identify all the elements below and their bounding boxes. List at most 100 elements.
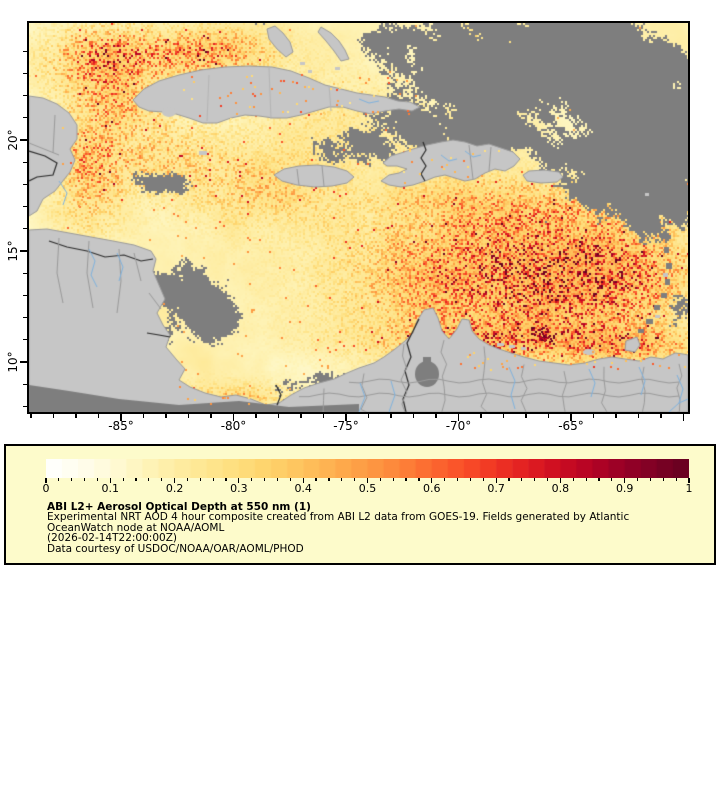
colorbar-tick	[495, 478, 497, 483]
y-tick	[23, 294, 27, 297]
y-tick	[23, 94, 27, 97]
colorbar-tick	[392, 478, 394, 481]
colorbar-tick-label: 0.4	[294, 482, 312, 495]
x-tick	[142, 414, 145, 418]
colorbar-tick	[559, 478, 561, 483]
colorbar-tick	[289, 478, 291, 481]
colorbar-tick-label: 0.2	[165, 482, 184, 495]
legend-title: ABI L2+ Aerosol Optical Depth at 550 nm …	[47, 501, 311, 513]
x-tick	[435, 414, 437, 418]
colorbar-tick	[225, 478, 227, 481]
y-tick	[20, 250, 27, 252]
x-tick	[75, 414, 77, 418]
y-tick	[23, 50, 27, 52]
colorbar-tick	[238, 478, 240, 483]
x-tick	[97, 414, 100, 418]
colorbar-tick	[624, 478, 626, 483]
y-tick	[23, 205, 27, 208]
colorbar-tick	[431, 478, 433, 483]
x-tick	[210, 414, 212, 418]
y-tick	[23, 161, 27, 163]
map-plot	[29, 23, 688, 412]
y-tick	[23, 183, 27, 186]
colorbar-tick	[341, 478, 343, 481]
colorbar-tick	[148, 478, 150, 481]
colorbar-tick	[649, 478, 651, 481]
x-tick	[277, 414, 280, 418]
colorbar-tick-label: 0.8	[551, 482, 570, 495]
colorbar-tick	[199, 478, 201, 481]
colorbar-tick-label: 0.1	[101, 482, 120, 495]
x-tick-label: -80°	[220, 419, 247, 433]
colorbar-tick	[109, 478, 111, 483]
colorbar-tick	[521, 478, 523, 481]
colorbar-tick	[315, 478, 317, 481]
aod-map-canvas	[29, 23, 688, 412]
x-tick	[637, 414, 640, 418]
x-tick	[525, 414, 527, 418]
colorbar-tick	[508, 478, 510, 481]
x-tick	[322, 414, 325, 418]
x-tick	[345, 414, 347, 421]
colorbar-tick	[328, 478, 330, 481]
colorbar-tick	[366, 478, 369, 483]
colorbar-tick-label: 0.5	[358, 482, 377, 495]
x-tick	[390, 414, 392, 418]
y-tick-label: 10°	[6, 351, 20, 373]
x-tick	[255, 414, 257, 418]
colorbar-tick	[251, 478, 253, 481]
colorbar-tick-label: 0.6	[423, 482, 441, 495]
x-tick	[412, 414, 415, 418]
x-tick	[457, 414, 460, 421]
legend-line: Experimental NRT AOD 4 hour composite cr…	[47, 511, 630, 524]
colorbar-tick-label: 0	[42, 482, 50, 495]
colorbar-tick	[598, 478, 600, 481]
colorbar-tick	[688, 478, 690, 483]
colorbar-tick	[186, 478, 189, 481]
x-tick	[187, 414, 190, 418]
colorbar-tick	[482, 478, 484, 481]
legend-text: ABI L2+ Aerosol Optical Depth at 550 nm …	[47, 501, 629, 555]
y-tick-label: 20°	[6, 129, 20, 151]
x-tick-label: -75°	[333, 419, 359, 433]
y-tick	[23, 117, 27, 119]
colorbar-tick	[354, 478, 356, 481]
x-tick	[367, 414, 370, 418]
x-tick	[165, 414, 167, 418]
y-tick	[23, 72, 27, 75]
x-tick	[547, 414, 550, 418]
colorbar-tick	[662, 478, 664, 481]
x-tick	[682, 414, 685, 421]
y-tick	[23, 383, 27, 385]
legend-line: (2026-02-14T22:00:00Z)	[47, 532, 177, 545]
colorbar-tick	[456, 478, 459, 481]
y-tick	[23, 339, 27, 341]
colorbar-tick	[45, 478, 47, 483]
colorbar-tick	[469, 478, 471, 481]
colorbar-tick	[405, 478, 407, 481]
colorbar-tick	[546, 478, 549, 481]
colorbar-tick	[122, 478, 124, 481]
y-tick	[23, 405, 27, 408]
x-tick	[300, 414, 302, 418]
colorbar-tick-label: 0.9	[615, 482, 634, 495]
x-tick	[502, 414, 505, 418]
x-tick	[570, 414, 572, 421]
colorbar-tick	[302, 478, 304, 483]
colorbar-tick	[161, 478, 163, 481]
x-tick	[480, 414, 482, 418]
colorbar-tick	[174, 478, 176, 483]
colorbar-tick	[71, 478, 73, 481]
y-tick	[20, 139, 27, 141]
colorbar-tick	[418, 478, 420, 481]
legend-lines: Experimental NRT AOD 4 hour composite cr…	[47, 512, 629, 554]
y-tick-label: 15°	[6, 240, 20, 262]
x-tick	[232, 414, 235, 421]
colorbar-tick	[611, 478, 613, 481]
x-tick-label: -85°	[108, 419, 134, 433]
colorbar-tick	[96, 478, 99, 481]
colorbar-tick	[572, 478, 574, 481]
colorbar-tick	[58, 478, 60, 481]
x-tick	[592, 414, 595, 418]
